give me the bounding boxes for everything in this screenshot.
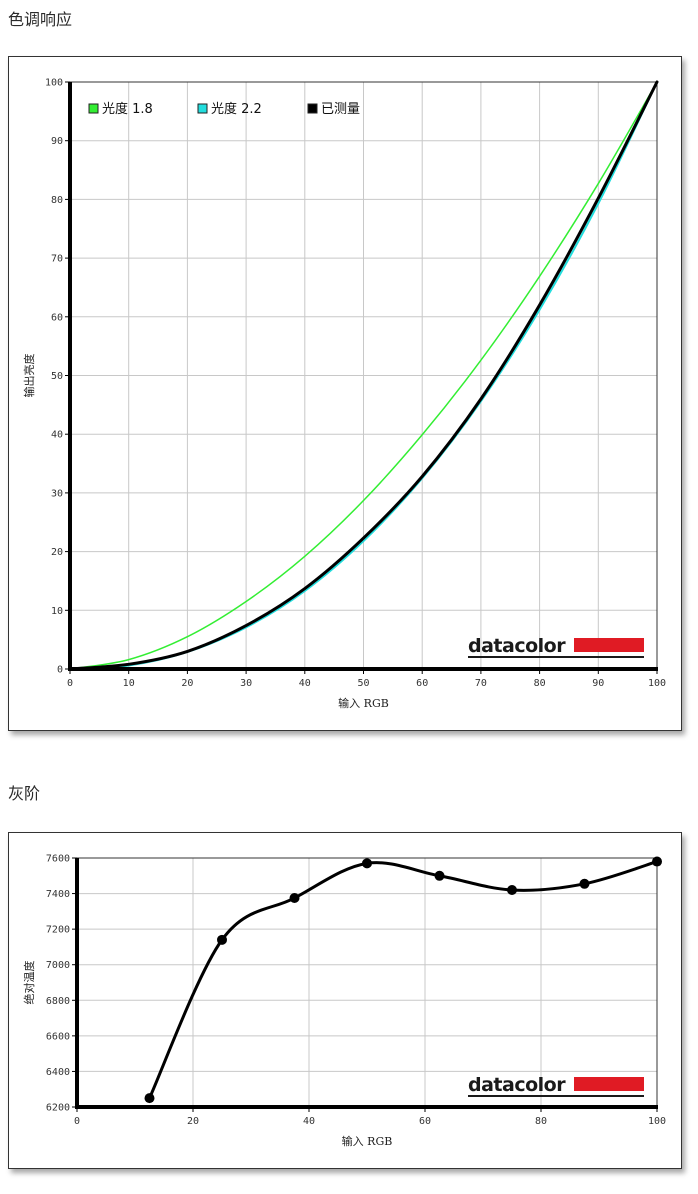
svg-text:7000: 7000 (46, 960, 70, 971)
svg-text:6400: 6400 (46, 1067, 70, 1078)
svg-text:0: 0 (67, 678, 73, 689)
logo-text: datacolor (468, 635, 566, 657)
logo-underline (468, 1095, 644, 1097)
svg-text:40: 40 (51, 430, 63, 441)
logo-underline (468, 656, 644, 658)
svg-text:6200: 6200 (46, 1103, 70, 1114)
svg-text:50: 50 (357, 678, 369, 689)
svg-text:70: 70 (51, 254, 63, 265)
svg-text:10: 10 (51, 606, 63, 617)
grayscale-chart-frame: datacolor 0 20 40 60 80 100 6200 6400 6600 6800 700… (8, 832, 682, 1169)
svg-text:100: 100 (648, 678, 666, 689)
legend-item: 光度 2.2 (197, 101, 262, 117)
data-point-marker (289, 893, 300, 904)
svg-text:40: 40 (299, 678, 311, 689)
svg-text:80: 80 (534, 678, 546, 689)
legend-label: 光度 2.2 (211, 101, 262, 117)
svg-text:7400: 7400 (46, 889, 70, 900)
legend-item: 光度 1.8 (88, 101, 153, 117)
svg-text:0: 0 (74, 1116, 80, 1127)
datacolor-logo: datacolor (468, 1074, 644, 1097)
svg-text:20: 20 (51, 547, 63, 558)
svg-text:90: 90 (51, 136, 63, 147)
svg-text:7600: 7600 (46, 854, 70, 865)
svg-text:30: 30 (51, 488, 63, 499)
y-tick-labels: 6200 6400 6600 6800 7000 7200 7400 7600 (46, 854, 77, 1114)
tone-response-title: 色调响应 (8, 10, 73, 29)
svg-text:20: 20 (187, 1116, 199, 1127)
y-tick-labels: 0 10 20 30 40 50 60 70 80 90 100 (45, 78, 70, 676)
x-tick-labels: 0 10 20 30 40 50 60 70 80 90 100 (67, 669, 666, 689)
legend-label: 光度 1.8 (102, 101, 153, 117)
logo-red-bar (574, 1077, 644, 1091)
svg-text:40: 40 (303, 1116, 315, 1127)
y-axis-label: 输出亮度 (22, 354, 36, 398)
svg-text:60: 60 (419, 1116, 431, 1127)
legend-item: 已测量 (307, 102, 360, 117)
svg-text:100: 100 (648, 1116, 666, 1127)
grid (77, 857, 658, 1107)
data-point-marker (144, 1093, 155, 1104)
svg-text:20: 20 (181, 678, 193, 689)
legend: 光度 1.8 光度 2.2 已测量 (88, 101, 360, 117)
x-axis-label: 输入 RGB (342, 1134, 393, 1148)
legend-swatch-icon (88, 103, 99, 114)
tone-response-chart-frame: datacolor 0 10 20 30 40 50 60 70 80 90 100 0 10 20 30 40… (8, 56, 682, 731)
logo-red-bar (574, 638, 644, 652)
svg-text:80: 80 (535, 1116, 547, 1127)
svg-text:6800: 6800 (46, 996, 70, 1007)
svg-text:7200: 7200 (46, 925, 70, 936)
grid (70, 81, 658, 669)
legend-swatch-icon (197, 103, 208, 114)
svg-text:0: 0 (57, 665, 63, 676)
data-point-marker (362, 858, 372, 869)
x-tick-labels: 0 20 40 60 80 100 (74, 1107, 666, 1127)
series-line (69, 81, 658, 670)
grayscale-title: 灰阶 (8, 784, 41, 803)
svg-text:60: 60 (51, 312, 63, 323)
svg-text:30: 30 (240, 678, 252, 689)
legend-label: 已测量 (321, 102, 360, 117)
svg-text:70: 70 (475, 678, 487, 689)
svg-text:80: 80 (51, 195, 63, 206)
data-point-marker (434, 870, 445, 881)
datacolor-logo: datacolor (468, 635, 644, 658)
svg-text:10: 10 (123, 678, 135, 689)
legend-swatch-icon (307, 103, 318, 114)
x-axis-label: 输入 RGB (338, 696, 389, 710)
y-axis-label: 绝对温度 (22, 961, 36, 1005)
series-line (148, 860, 659, 1100)
data-point-marker (217, 934, 227, 945)
svg-text:100: 100 (45, 78, 63, 89)
svg-text:60: 60 (416, 678, 428, 689)
svg-text:90: 90 (592, 678, 604, 689)
svg-text:50: 50 (51, 371, 63, 382)
series-line (68, 80, 659, 671)
data-point-marker (579, 878, 590, 889)
logo-text: datacolor (468, 1074, 566, 1096)
data-point-marker (652, 856, 662, 867)
svg-text:6600: 6600 (46, 1031, 70, 1042)
tone-response-chart: datacolor 0 10 20 30 40 50 60 70 80 90 100 0 10 20 30 40… (22, 78, 666, 711)
data-point-marker (507, 885, 517, 896)
grayscale-chart: datacolor 0 20 40 60 80 100 6200 6400 6600 6800 700… (22, 854, 666, 1149)
